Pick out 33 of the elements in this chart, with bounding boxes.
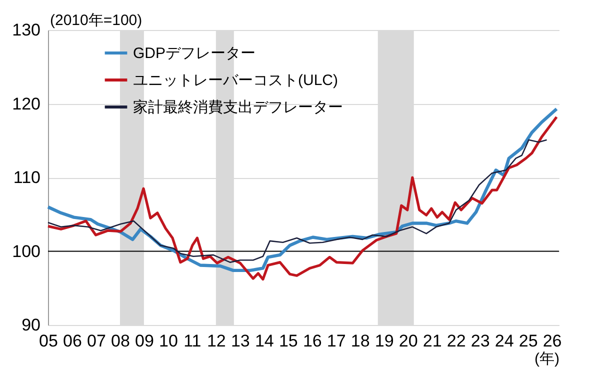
x-tick-label: 15 [278,332,298,350]
x-tick-label: 13 [230,332,250,350]
text: (2010年=100) [50,12,142,29]
x-axis-title: (年) [534,350,560,368]
x-tick-label: 26 [542,332,562,350]
x-tick-label: 08 [111,332,130,350]
x-tick-label: 19 [374,332,394,350]
x-tick-label: 09 [135,332,154,350]
y-tick-label: 100 [12,242,40,261]
x-tick-label: 23 [470,332,490,350]
x-tick-label: 21 [422,332,442,350]
x-tick-label: 20 [398,332,418,350]
x-tick-label: 24 [494,332,514,350]
x-tick-label: 12 [206,332,226,350]
x-tick-label: 06 [63,332,82,350]
x-tick-label: 14 [254,332,274,350]
x-tick-label: 07 [87,332,106,350]
x-tick-label: 16 [302,332,322,350]
x-tick-label: 11 [184,332,202,350]
x-tick-label: 10 [158,332,178,350]
legend-label: ユニットレーバーコスト(ULC) [133,72,338,89]
x-tick-label: 17 [326,332,346,350]
x-tick-label: 25 [518,332,538,350]
y-tick-label: 120 [12,94,40,114]
line-series [47,139,548,263]
y-tick-label: 130 [12,20,40,40]
x-tick-label: 18 [350,332,370,350]
y-tick-label: 90 [22,316,40,334]
x-tick-label: 05 [39,332,58,350]
legend-label: GDPデフレーター [133,45,256,62]
legend-label: 家計最終消費支出デフレーター [133,99,343,116]
x-tick-label: 22 [446,332,466,350]
y-tick-label: 110 [13,168,40,187]
